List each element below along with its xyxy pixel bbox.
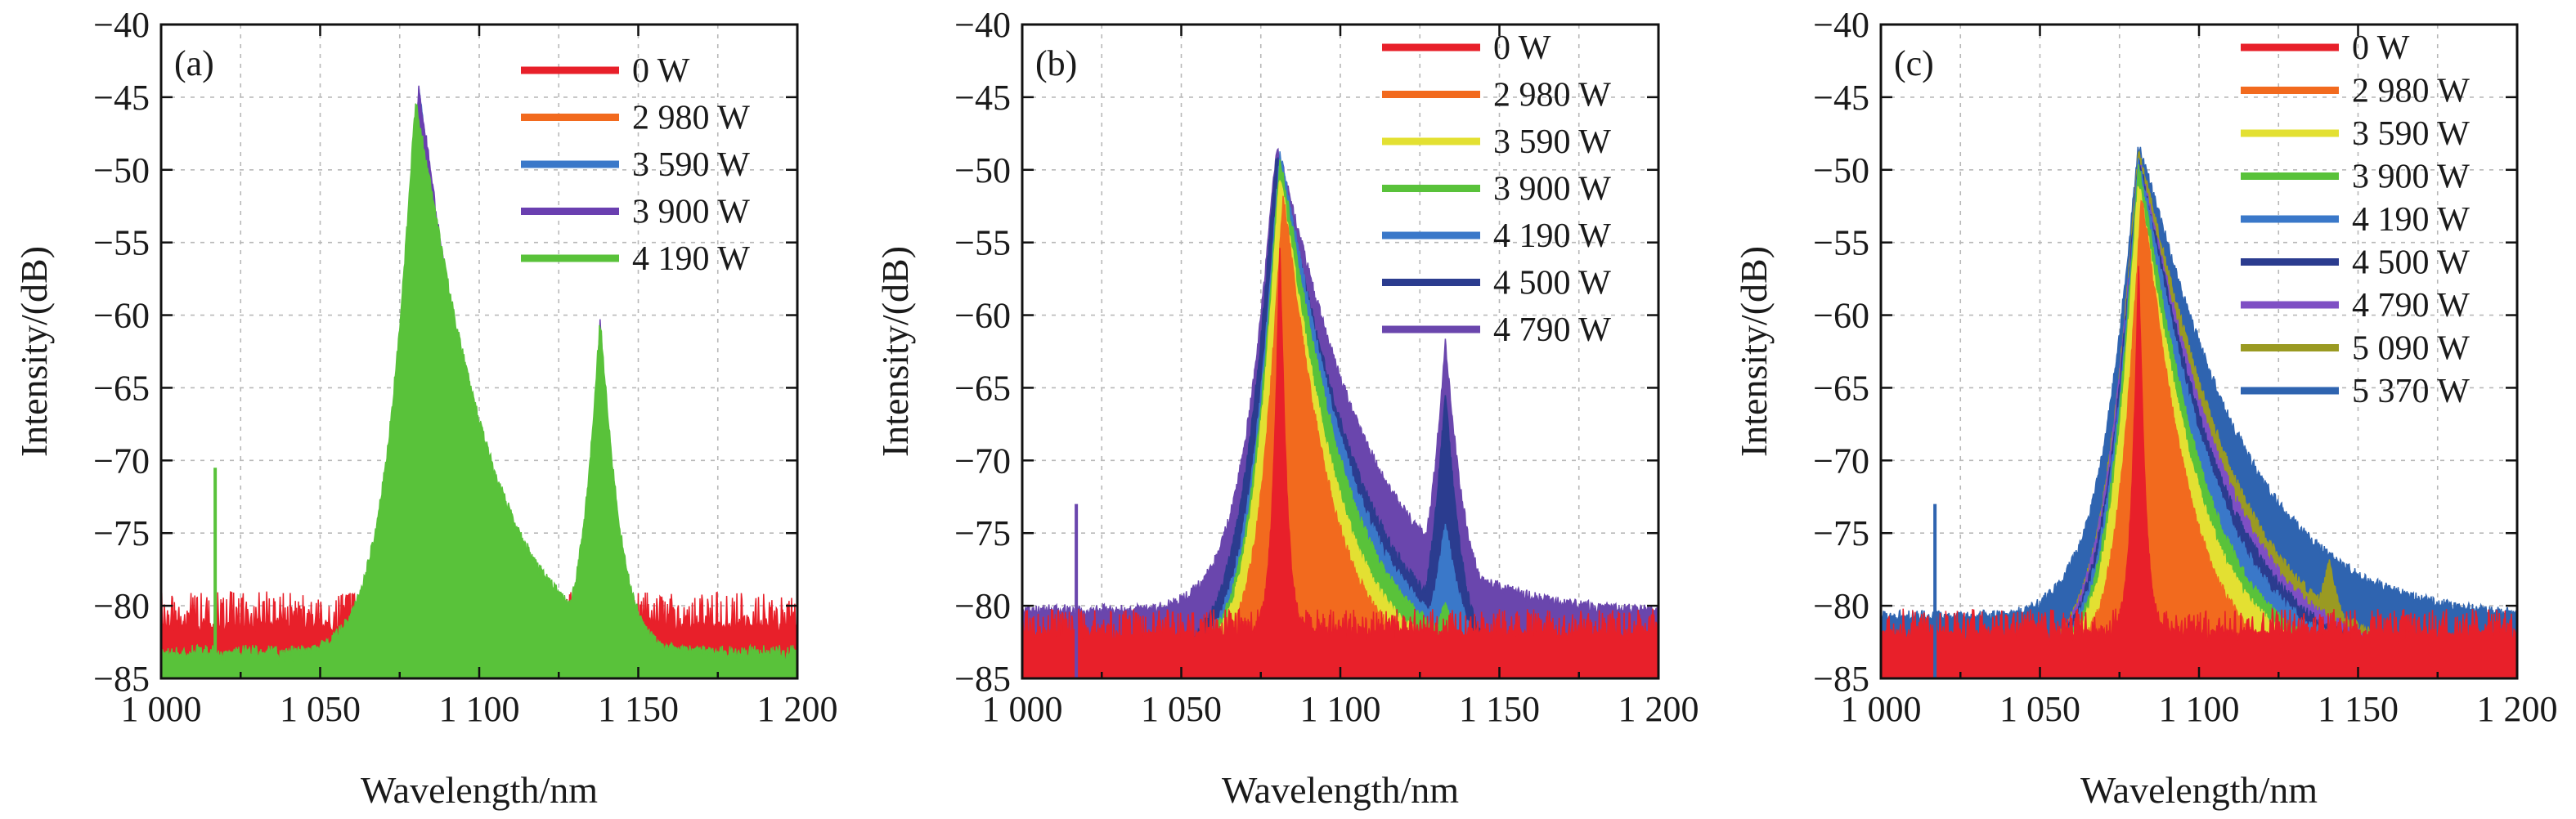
y-tick-label: −55 [93,223,150,263]
x-tick-label: 1 000 [982,689,1063,729]
y-tick-label: −40 [93,5,150,45]
series-4-790-w-area [1022,147,1658,678]
panel-b: 1 000 1 050 1 100 1 150 1 200 −40 −45 −50 −55 −60… [874,5,1699,811]
x-tick-label: 1 000 [121,689,202,729]
x-tick-label: 1 050 [1999,689,2080,729]
plot-area [1022,147,1658,678]
y-tick-label: −75 [1813,513,1869,553]
legend-label: 5 370 W [2352,373,2470,410]
panel-a: 1 000 1 050 1 100 1 150 1 200 −40 −45 −50 −55 −60… [13,5,838,811]
grid [161,25,797,678]
legend-label: 3 590 W [1493,123,1611,161]
y-tick-label: −65 [1813,368,1869,408]
x-axis-title: Wavelength/nm [361,769,598,811]
y-tick-label: −40 [1813,5,1869,45]
y-tick-label: −65 [93,368,150,408]
panel-label: (c) [1894,43,1934,83]
x-tick-label: 1 100 [1300,689,1381,729]
legend-label: 0 W [632,52,690,90]
x-tick-label: 1 100 [2159,689,2240,729]
legend-label: 4 500 W [1493,265,1611,302]
y-tick-label: −50 [93,150,150,190]
y-tick-label: −45 [93,78,150,118]
x-tick-label: 1 200 [1618,689,1699,729]
y-tick-label: −75 [93,513,150,553]
y-tick-label: −70 [954,441,1011,481]
y-tick-label: −85 [93,659,150,699]
panel-c: 1 000 1 050 1 100 1 150 1 200 −40 −45 −50 −55 −60… [1733,5,2558,811]
y-tick-label: −80 [954,586,1011,626]
y-tick-label: −40 [954,5,1011,45]
y-axis-title: Intensity/(dB) [13,246,55,457]
y-tick-label: −55 [954,223,1011,263]
legend-label: 4 190 W [2352,201,2470,239]
legend: 0 W 2 980 W 3 590 W 3 900 W 4 190 W 4 500 W 4 … [2241,29,2470,410]
legend-label: 4 500 W [2352,244,2470,282]
y-tick-label: −80 [93,586,150,626]
y-tick-label: −50 [1813,150,1869,190]
x-tick-label: 1 150 [1459,689,1540,729]
x-axis-title: Wavelength/nm [2080,769,2318,811]
y-axis-title: Intensity/(dB) [1733,246,1775,457]
x-tick-label: 1 050 [280,689,361,729]
legend-label: 3 900 W [2352,159,2470,196]
legend-label: 5 090 W [2352,330,2470,368]
panel-label: (b) [1035,43,1077,83]
x-tick-label: 1 200 [2477,689,2558,729]
legend-label: 2 980 W [632,100,750,137]
y-tick-label: −60 [954,296,1011,336]
legend-label: 3 590 W [632,146,750,184]
x-tick-label: 1 200 [757,689,838,729]
legend-label: 2 980 W [1493,77,1611,114]
plot-area [1881,146,2517,678]
y-tick-label: −80 [1813,586,1869,626]
y-axis-title: Intensity/(dB) [874,246,916,457]
x-tick-label: 1 100 [439,689,520,729]
legend-label: 0 W [2352,29,2410,67]
plot-area [161,85,797,678]
series-4-190-w-area [161,103,797,678]
legend-label: 4 190 W [632,240,750,278]
x-axis-title: Wavelength/nm [1222,769,1459,811]
y-tick-label: −70 [1813,441,1869,481]
legend-label: 4 790 W [2352,287,2470,324]
legend-label: 3 900 W [1493,171,1611,208]
legend-label: 2 980 W [2352,73,2470,110]
y-tick-label: −60 [93,296,150,336]
legend: 0 W 2 980 W 3 590 W 3 900 W 4 190 W 4 500 W 4 … [1382,29,1611,349]
y-tick-label: −85 [954,659,1011,699]
y-tick-label: −45 [954,78,1011,118]
legend-label: 0 W [1493,29,1551,67]
series-0-w-area [1881,266,2517,678]
series-0-w-area [1022,248,1658,678]
legend: 0 W 2 980 W 3 590 W 3 900 W 4 190 W [521,52,750,278]
legend-label: 3 900 W [632,194,750,231]
y-tick-label: −45 [1813,78,1869,118]
y-tick-label: −50 [954,150,1011,190]
legend-label: 4 190 W [1493,217,1611,255]
panel-label: (a) [174,43,214,83]
legend-label: 4 790 W [1493,311,1611,349]
y-tick-label: −85 [1813,659,1869,699]
legend-label: 3 590 W [2352,115,2470,153]
x-tick-label: 1 000 [1841,689,1922,729]
y-tick-label: −65 [954,368,1011,408]
y-tick-label: −55 [1813,223,1869,263]
x-tick-label: 1 150 [598,689,679,729]
x-tick-label: 1 150 [2318,689,2399,729]
x-tick-label: 1 050 [1141,689,1222,729]
y-tick-label: −70 [93,441,150,481]
y-tick-label: −60 [1813,296,1869,336]
y-tick-label: −75 [954,513,1011,553]
